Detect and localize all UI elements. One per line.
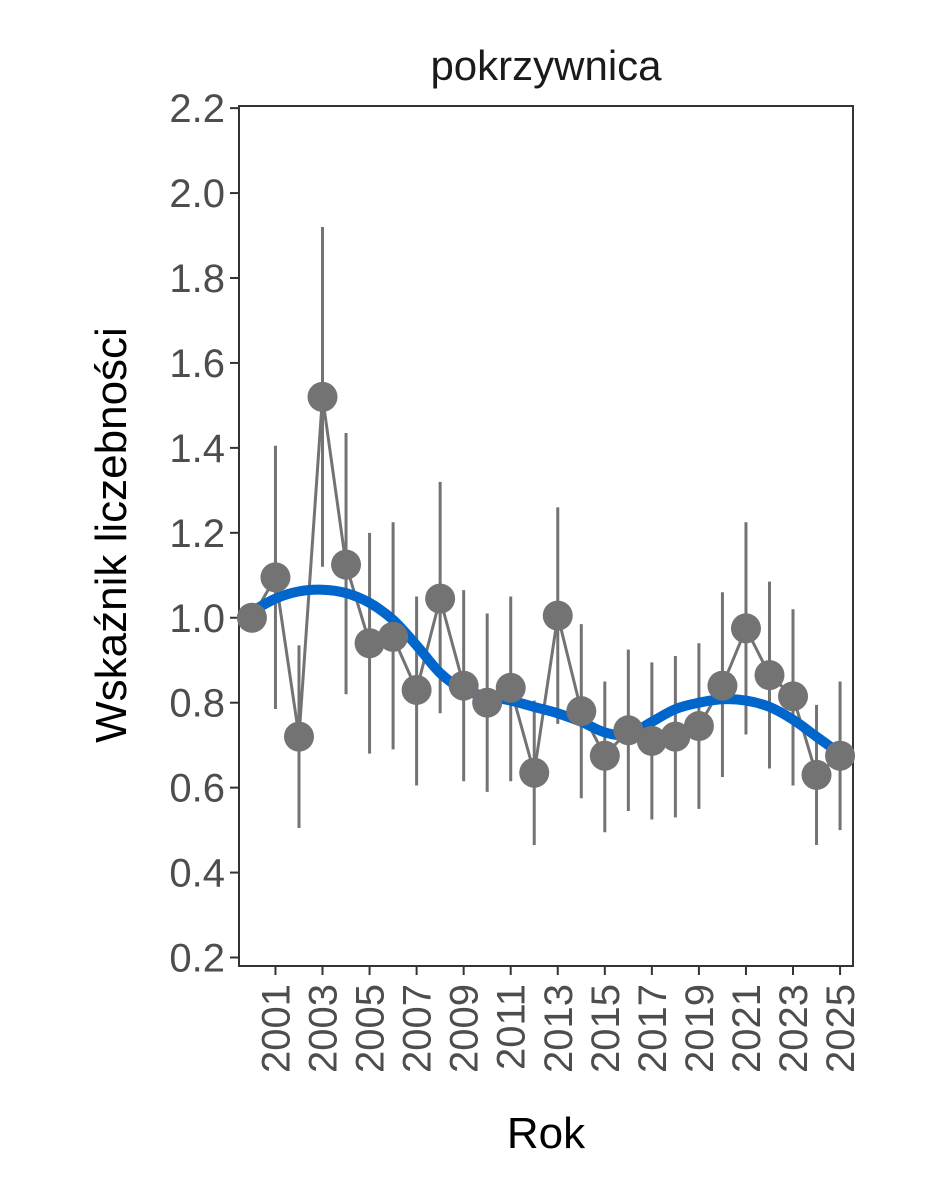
y-tick-label: 0.2 <box>169 937 225 981</box>
data-point <box>613 715 644 746</box>
data-point <box>307 381 338 412</box>
y-tick-label: 1.4 <box>169 427 225 471</box>
chart-title: pokrzywnica <box>430 42 662 89</box>
x-tick-label: 2021 <box>725 984 769 1073</box>
data-point <box>495 672 526 703</box>
data-point <box>378 621 409 652</box>
data-point <box>283 721 314 752</box>
data-point <box>730 613 761 644</box>
x-tick-label: 2013 <box>537 984 581 1073</box>
text-layer: pokrzywnica Rok Wskaźnik liczebności <box>87 42 662 1158</box>
data-point <box>707 670 738 701</box>
data-point <box>425 583 456 614</box>
data-point <box>472 687 503 718</box>
x-tick-label: 2005 <box>349 984 393 1073</box>
data-point <box>683 711 714 742</box>
data-point <box>542 600 573 631</box>
data-point <box>354 628 385 659</box>
y-tick-label: 0.4 <box>169 852 225 896</box>
x-tick-label: 2023 <box>772 984 816 1073</box>
data-point <box>260 562 291 593</box>
y-tick-label: 0.8 <box>169 682 225 726</box>
x-tick-label: 2007 <box>396 984 440 1073</box>
x-tick-label: 2011 <box>490 984 534 1070</box>
data-point <box>566 696 597 727</box>
x-tick-label: 2001 <box>254 984 298 1073</box>
data-point <box>331 549 362 580</box>
data-point <box>778 681 809 712</box>
y-axis-title: Wskaźnik liczebności <box>87 327 136 743</box>
y-tick-label: 1.6 <box>169 342 225 386</box>
x-tick-label: 2009 <box>443 984 487 1073</box>
data-point <box>236 602 267 633</box>
y-tick-label: 1.2 <box>169 512 225 556</box>
y-tick-label: 0.6 <box>169 767 225 811</box>
data-point <box>754 660 785 691</box>
data-point <box>801 759 832 790</box>
data-point <box>401 674 432 705</box>
x-tick-label: 2019 <box>678 984 722 1073</box>
data-point <box>519 757 550 788</box>
data-point <box>448 670 479 701</box>
data-layer <box>236 227 856 845</box>
x-axis-title: Rok <box>507 1109 586 1158</box>
data-point <box>636 725 667 756</box>
x-tick-label: 2025 <box>819 984 863 1073</box>
data-point <box>660 721 691 752</box>
x-tick-label: 2017 <box>631 984 675 1073</box>
trend-line <box>246 584 846 759</box>
plot-panel-border <box>238 105 854 967</box>
x-tick-label: 2003 <box>302 984 346 1073</box>
y-tick-label: 2.0 <box>169 172 225 216</box>
x-tick-label: 2015 <box>584 984 628 1073</box>
y-tick-label: 1.0 <box>169 597 225 641</box>
plot-frame-layer <box>238 105 854 967</box>
data-point <box>589 740 620 771</box>
y-tick-label: 1.8 <box>169 257 225 301</box>
y-tick-label: 2.2 <box>169 87 225 131</box>
data-point <box>825 740 856 771</box>
